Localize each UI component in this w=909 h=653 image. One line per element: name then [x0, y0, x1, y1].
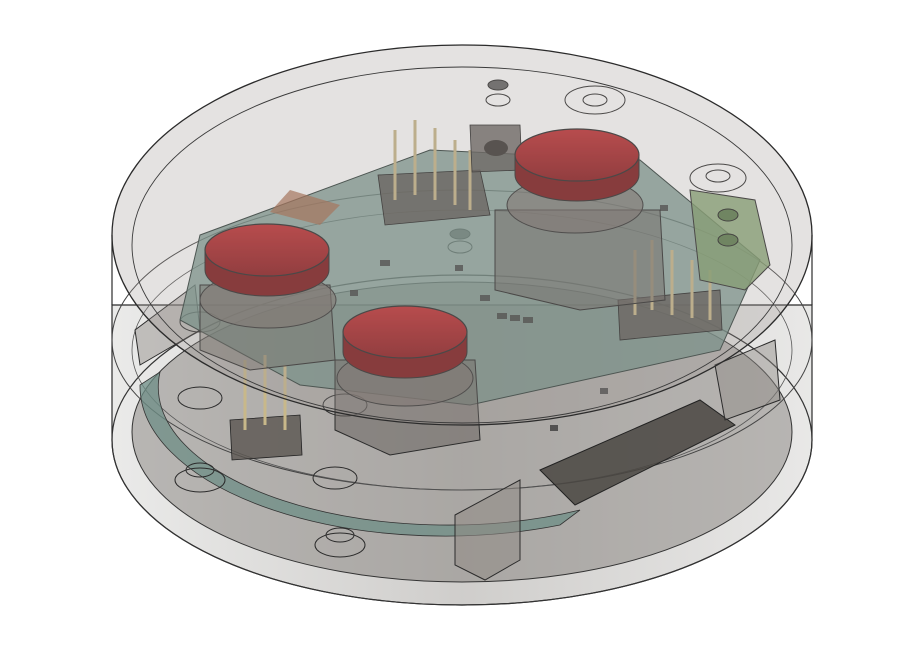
button-cap-left[interactable] — [204, 223, 330, 297]
terminal-block — [689, 189, 771, 291]
housing-lid — [111, 44, 813, 426]
tactile-switch — [469, 124, 523, 173]
pin-header-lower — [229, 355, 303, 461]
button-cap-top-right[interactable] — [514, 128, 640, 202]
usb-module — [539, 399, 736, 506]
smd-components — [350, 205, 668, 431]
pin-header-top — [377, 120, 491, 226]
lower-pcb-ring — [139, 371, 581, 537]
button-cap-center[interactable] — [342, 305, 468, 379]
